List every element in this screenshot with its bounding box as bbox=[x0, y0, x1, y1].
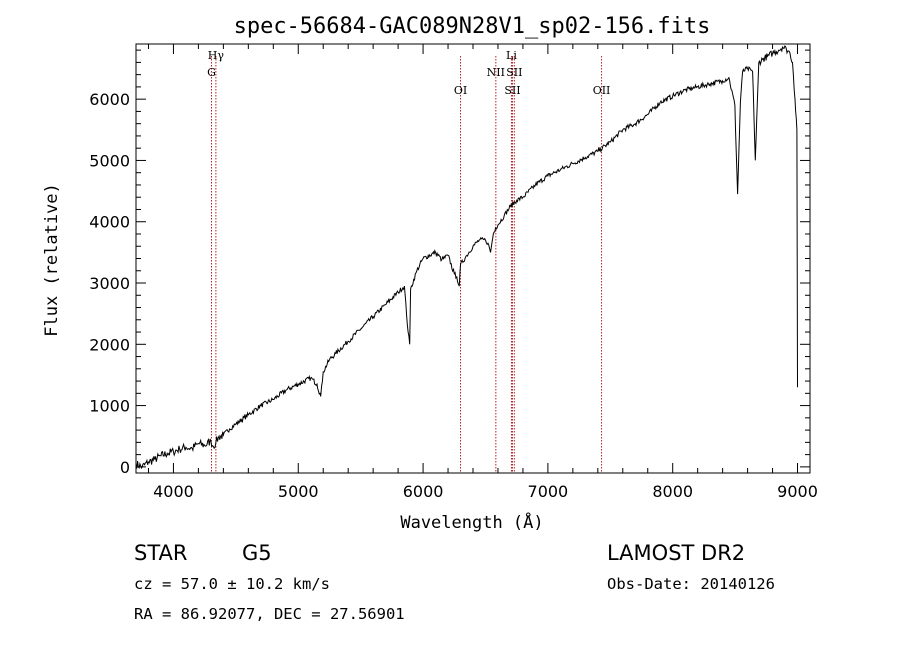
spectral-line-label: SII bbox=[506, 66, 522, 79]
x-tick-label: 4000 bbox=[153, 482, 194, 501]
y-tick-label: 5000 bbox=[89, 151, 130, 170]
spectrum-line bbox=[135, 45, 798, 470]
y-tick-label: 0 bbox=[120, 458, 130, 477]
spectral-line-label: G bbox=[207, 66, 216, 79]
spectral-line-label: SII bbox=[504, 84, 520, 97]
x-axis-ticks: 4000 5000 6000 7000 8000 9000 bbox=[147, 44, 818, 501]
chart-title: spec-56684-GAC089N28V1_sp02-156.fits bbox=[234, 14, 711, 39]
spectral-line-markers bbox=[211, 56, 603, 473]
y-tick-label: 1000 bbox=[89, 397, 130, 416]
y-axis-ticks: 0 1000 2000 3000 4000 5000 6000 bbox=[89, 49, 810, 477]
plot-frame bbox=[135, 43, 811, 474]
spectral-line-label: NII bbox=[487, 66, 505, 79]
y-tick-label: 3000 bbox=[89, 274, 130, 293]
plot-border bbox=[135, 43, 811, 474]
redshift-velocity: cz = 57.0 ± 10.2 km/s bbox=[134, 575, 330, 593]
survey-name: LAMOST DR2 bbox=[607, 541, 745, 565]
x-tick-label: 6000 bbox=[403, 482, 444, 501]
object-class: STAR bbox=[134, 541, 187, 565]
x-tick-label: 9000 bbox=[777, 482, 818, 501]
x-tick-label: 5000 bbox=[278, 482, 319, 501]
spectral-subclass: G5 bbox=[242, 541, 272, 565]
y-tick-label: 2000 bbox=[89, 335, 130, 354]
x-tick-label: 7000 bbox=[528, 482, 569, 501]
y-tick-label: 6000 bbox=[89, 90, 130, 109]
spectral-line-label: Hγ bbox=[208, 49, 225, 62]
spectral-line-label: OI bbox=[454, 84, 467, 97]
observation-date: Obs-Date: 20140126 bbox=[607, 575, 775, 593]
y-axis-label: Flux (relative) bbox=[42, 183, 62, 337]
x-tick-label: 8000 bbox=[652, 482, 693, 501]
y-tick-label: 4000 bbox=[89, 213, 130, 232]
spectral-line-label: Li bbox=[506, 49, 517, 62]
x-axis-label: Wavelength (Å) bbox=[400, 511, 543, 533]
spectral-line-label: OII bbox=[593, 84, 611, 97]
coordinates: RA = 86.92077, DEC = 27.56901 bbox=[134, 605, 405, 623]
